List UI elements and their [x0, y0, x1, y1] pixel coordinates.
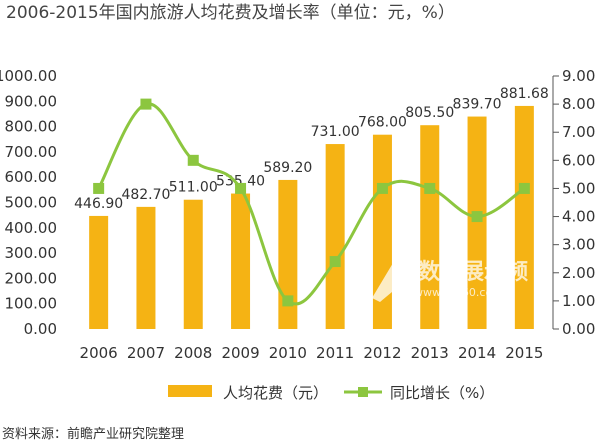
bar-data-label: 881.68 — [500, 86, 549, 102]
legend-label-growth: 同比增长（%） — [390, 384, 494, 402]
watermark-text: 数据展示频 — [418, 259, 528, 285]
chart-title: 2006-2015年国内旅游人均花费及增长率（单位：元，%） — [6, 3, 455, 23]
bar-data-label: 731.00 — [311, 124, 360, 140]
growth-marker — [518, 182, 530, 194]
bar — [325, 144, 345, 329]
growth-marker — [235, 182, 247, 194]
left-tick-label: 300.00 — [5, 244, 58, 262]
left-tick-label: 400.00 — [5, 219, 58, 237]
bar — [183, 199, 203, 329]
bar — [231, 193, 251, 329]
bar-data-label: 839.70 — [453, 97, 502, 113]
x-axis-ticks: 2006 2007 2008 2009 2010 2011 2012 2013 2014 2015 — [80, 344, 544, 362]
source-note: 资料来源：前瞻产业研究院整理 — [2, 426, 184, 442]
bar — [420, 125, 440, 330]
right-tick-label: 5.00 — [562, 179, 595, 197]
line-series — [93, 98, 530, 307]
bar-data-label: 482.70 — [121, 187, 170, 203]
x-tick-label: 2014 — [458, 344, 496, 362]
watermark-url: www.ss360.com — [414, 286, 503, 299]
right-tick-label: 4.00 — [562, 208, 595, 226]
x-tick-label: 2015 — [505, 344, 543, 362]
left-tick-label: 900.00 — [5, 92, 58, 110]
bar-data-label: 511.00 — [169, 180, 218, 196]
x-tick-label: 2008 — [174, 344, 212, 362]
bar-data-label: 446.90 — [74, 196, 123, 212]
x-tick-label: 2012 — [363, 344, 401, 362]
legend-swatch-bar — [168, 385, 212, 397]
x-tick-label: 2011 — [316, 344, 354, 362]
right-axis-ticks: 0.00 1.00 2.00 3.00 4.00 5.00 6.00 7.00 8.00 9.00 — [553, 67, 595, 338]
growth-marker — [140, 98, 152, 110]
right-tick-label: 1.00 — [562, 292, 595, 310]
growth-marker — [329, 256, 341, 268]
legend-label-spending: 人均花费（元） — [223, 384, 328, 402]
legend: 人均花费（元） 同比增长（%） — [168, 384, 494, 402]
x-tick-label: 2007 — [127, 344, 165, 362]
left-tick-label: 1000.00 — [0, 67, 57, 85]
left-tick-label: 800.00 — [5, 118, 58, 136]
left-tick-label: 100.00 — [5, 295, 58, 313]
bar — [136, 206, 156, 329]
left-axis-ticks: 0.00 100.00 200.00 300.00 400.00 500.00 600.00… — [0, 67, 57, 338]
bar-data-label: 589.20 — [263, 160, 312, 176]
bar — [89, 215, 109, 329]
left-tick-label: 500.00 — [5, 194, 58, 212]
growth-marker — [424, 182, 436, 194]
bar-data-label: 768.00 — [358, 115, 407, 131]
right-tick-label: 2.00 — [562, 264, 595, 282]
right-tick-label: 8.00 — [562, 95, 595, 113]
x-tick-label: 2010 — [269, 344, 307, 362]
left-tick-label: 200.00 — [5, 269, 58, 287]
left-tick-label: 0.00 — [24, 320, 57, 338]
growth-marker — [471, 211, 483, 223]
bar — [278, 179, 298, 329]
bar — [514, 105, 534, 329]
x-tick-label: 2009 — [221, 344, 259, 362]
right-tick-label: 7.00 — [562, 123, 595, 141]
bar — [467, 116, 487, 329]
growth-marker — [282, 295, 294, 307]
right-tick-label: 3.00 — [562, 236, 595, 254]
growth-marker — [187, 154, 199, 166]
legend-swatch-marker — [358, 387, 368, 397]
x-tick-label: 2006 — [80, 344, 118, 362]
bar-data-label: 535.40 — [216, 174, 265, 190]
watermark: 数据展示频 www.ss360.com — [372, 258, 528, 302]
right-tick-label: 6.00 — [562, 151, 595, 169]
x-tick-label: 2013 — [411, 344, 449, 362]
growth-marker — [376, 182, 388, 194]
right-tick-label: 0.00 — [562, 320, 595, 338]
watermark-logo-icon — [372, 258, 404, 302]
growth-marker — [93, 182, 105, 194]
left-tick-label: 600.00 — [5, 168, 58, 186]
left-tick-label: 700.00 — [5, 143, 58, 161]
bar-data-label: 805.50 — [405, 105, 454, 121]
right-tick-label: 9.00 — [562, 67, 595, 85]
